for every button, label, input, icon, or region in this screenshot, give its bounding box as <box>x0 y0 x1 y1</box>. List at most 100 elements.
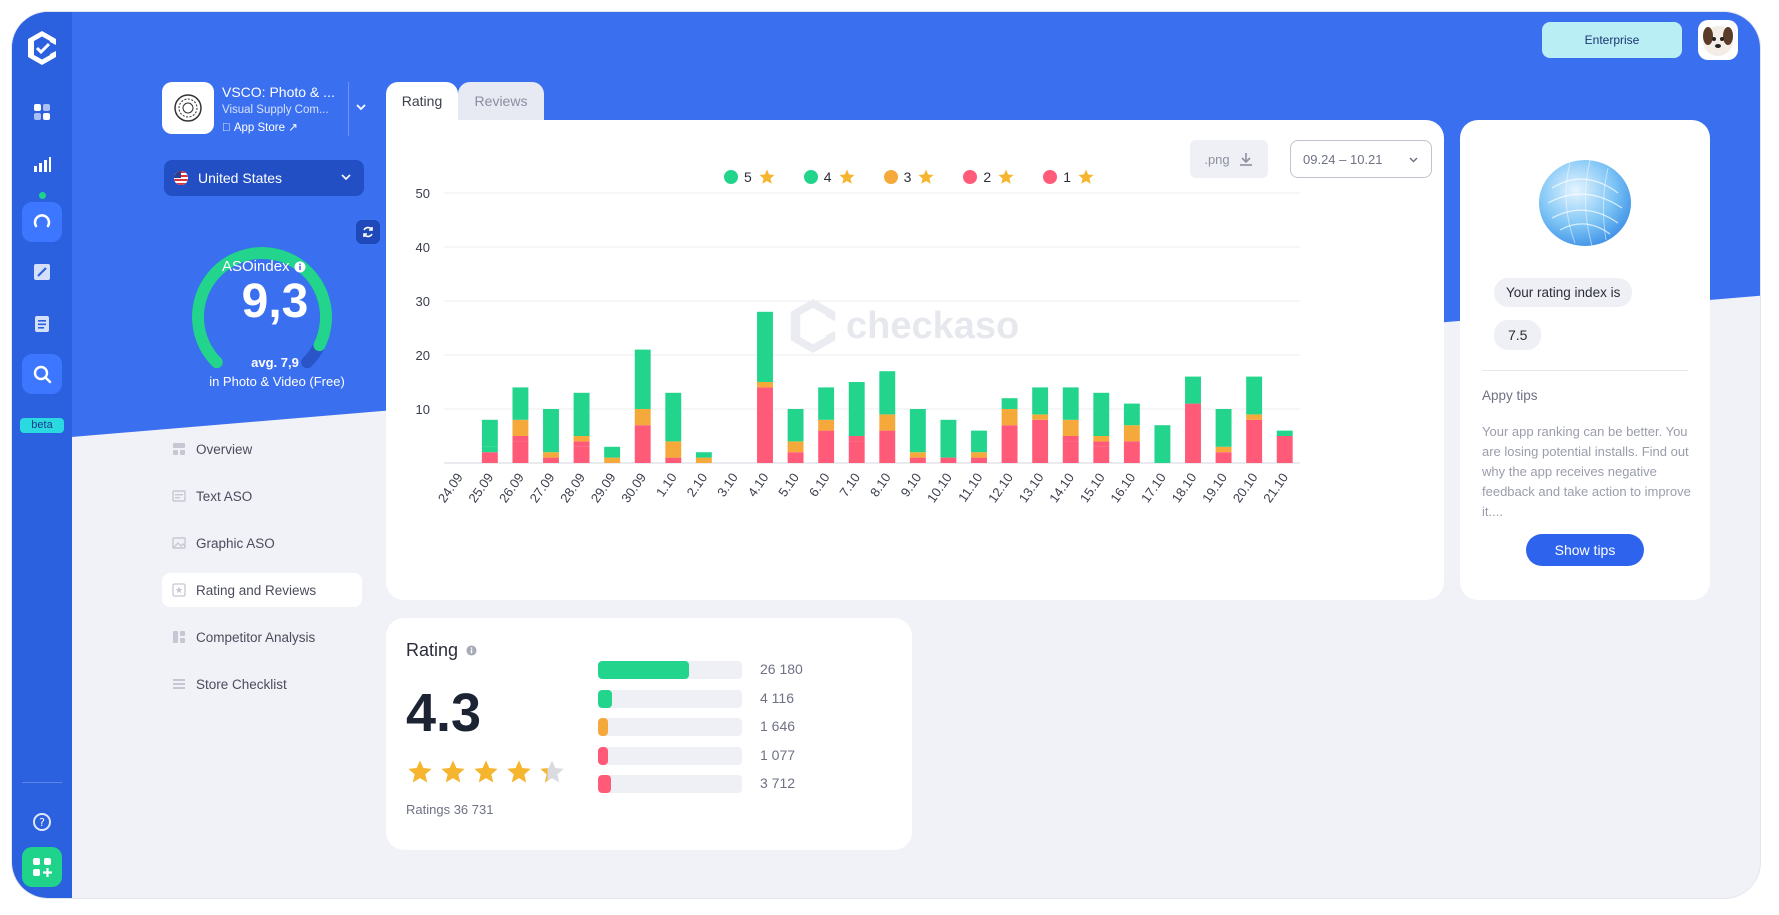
nav-item-graphic-aso[interactable]: Graphic ASO <box>162 526 362 560</box>
bar-segment-3-star[interactable] <box>1246 414 1263 420</box>
bar-segment-5-star[interactable] <box>1093 392 1110 436</box>
info-icon[interactable] <box>294 261 306 273</box>
bar-segment-5-star[interactable] <box>848 382 865 436</box>
date-range-select[interactable]: 09.24 – 10.21 <box>1290 140 1432 178</box>
nav-item-competitor-analysis[interactable]: Competitor Analysis <box>162 620 362 654</box>
bar-segment-5-star[interactable] <box>512 387 529 420</box>
bar-segment-1-star[interactable] <box>1093 446 1110 463</box>
bar-segment-5-star[interactable] <box>1001 398 1018 409</box>
bar-segment-1-star[interactable] <box>573 446 590 463</box>
bar-segment-1-star[interactable] <box>1062 441 1079 463</box>
bar-segment-3-star[interactable] <box>1032 414 1049 420</box>
legend-item-1-star[interactable]: 1 <box>1043 168 1095 186</box>
bar-segment-3-star[interactable] <box>512 419 529 436</box>
bar-segment-5-star[interactable] <box>1215 409 1232 447</box>
bar-segment-2-star[interactable] <box>573 441 590 447</box>
bar-segment-1-star[interactable] <box>909 457 926 463</box>
checkaso-logo-icon[interactable] <box>22 26 62 70</box>
bar-segment-2-star[interactable] <box>1062 436 1079 442</box>
bar-segment-1-star[interactable] <box>1032 419 1049 463</box>
bar-segment-5-star[interactable] <box>481 419 498 447</box>
nav-item-overview[interactable]: Overview <box>162 432 362 466</box>
bar-segment-3-star[interactable] <box>1123 425 1140 442</box>
bar-segment-4-star[interactable] <box>481 446 498 453</box>
bar-segment-1-star[interactable] <box>787 452 804 463</box>
bar-segment-3-star[interactable] <box>1001 409 1018 426</box>
apps-icon[interactable] <box>22 847 62 887</box>
bar-segment-1-star[interactable] <box>634 425 651 463</box>
bar-segment-3-star[interactable] <box>818 419 835 431</box>
dashboard-icon[interactable] <box>22 92 62 132</box>
bar-segment-1-star[interactable] <box>1276 436 1293 463</box>
bar-segment-3-star[interactable] <box>971 452 987 458</box>
bar-segment-1-star[interactable] <box>848 441 865 463</box>
nav-item-store-checklist[interactable]: Store Checklist <box>162 667 362 701</box>
bar-segment-3-star[interactable] <box>909 452 926 458</box>
bar-segment-5-star[interactable] <box>604 446 621 458</box>
bar-segment-5-star[interactable] <box>1032 387 1049 415</box>
aso-icon[interactable] <box>22 202 62 242</box>
bar-segment-3-star[interactable] <box>787 441 804 453</box>
bar-segment-1-star[interactable] <box>1246 419 1263 463</box>
chevron-down-icon[interactable] <box>354 100 368 114</box>
enterprise-plan-button[interactable]: Enterprise <box>1542 22 1682 58</box>
legend-item-5-star[interactable]: 5 <box>724 168 776 186</box>
app-store-link[interactable]:  App Store ↗ <box>222 120 298 134</box>
bar-segment-3-star[interactable] <box>695 457 712 463</box>
bar-segment-5-star[interactable] <box>1246 376 1263 415</box>
bar-segment-3-star[interactable] <box>1062 419 1079 436</box>
bar-segment-1-star[interactable] <box>879 430 896 463</box>
info-icon[interactable] <box>466 645 477 656</box>
bar-segment-1-star[interactable] <box>1215 452 1232 463</box>
nav-item-rating-and-reviews[interactable]: Rating and Reviews <box>162 573 362 607</box>
bar-segment-1-star[interactable] <box>971 457 987 463</box>
bar-segment-3-star[interactable] <box>1215 446 1232 453</box>
help-icon[interactable]: ? <box>22 802 62 842</box>
legend-item-4-star[interactable]: 4 <box>803 168 856 186</box>
bar-segment-5-star[interactable] <box>665 392 682 442</box>
bar-segment-1-star[interactable] <box>757 387 773 463</box>
bar-segment-5-star[interactable] <box>818 387 835 420</box>
bar-segment-3-star[interactable] <box>1093 436 1110 442</box>
analytics-icon[interactable] <box>22 144 62 184</box>
user-avatar[interactable] <box>1698 20 1738 60</box>
bar-segment-1-star[interactable] <box>1001 425 1018 463</box>
bar-segment-3-star[interactable] <box>879 414 896 431</box>
bar-segment-5-star[interactable] <box>543 409 559 453</box>
bar-segment-5-star[interactable] <box>787 409 804 442</box>
bar-segment-3-star[interactable] <box>573 436 590 442</box>
bar-segment-1-star[interactable] <box>1185 403 1201 463</box>
tab-reviews[interactable]: Reviews <box>458 82 544 120</box>
bar-segment-5-star[interactable] <box>971 430 987 453</box>
bar-segment-2-star[interactable] <box>848 436 865 442</box>
bar-segment-5-star[interactable] <box>879 371 896 415</box>
bar-segment-5-star[interactable] <box>909 409 926 453</box>
tab-rating[interactable]: Rating <box>386 82 458 120</box>
legend-item-3-star[interactable]: 3 <box>883 168 936 186</box>
bar-segment-1-star[interactable] <box>543 457 559 463</box>
bar-segment-3-star[interactable] <box>757 382 773 388</box>
bar-segment-3-star[interactable] <box>634 409 651 426</box>
export-png-button[interactable]: .png <box>1190 140 1268 178</box>
document-icon[interactable] <box>22 304 62 344</box>
bar-segment-5-star[interactable] <box>695 452 712 458</box>
search-icon[interactable] <box>22 354 62 394</box>
bar-segment-5-star[interactable] <box>1062 387 1079 420</box>
bar-segment-5-star[interactable] <box>940 419 957 458</box>
app-selector[interactable]: VSCO: Photo & ... Visual Supply Com... … <box>162 82 366 142</box>
bar-segment-3-star[interactable] <box>604 457 621 463</box>
bar-segment-2-star[interactable] <box>512 436 529 442</box>
refresh-button[interactable] <box>356 220 380 244</box>
show-tips-button[interactable]: Show tips <box>1526 534 1644 566</box>
bar-segment-5-star[interactable] <box>1185 376 1201 404</box>
country-select[interactable]: United States <box>164 160 364 196</box>
bar-segment-1-star[interactable] <box>818 430 835 463</box>
nav-item-text-aso[interactable]: Text ASO <box>162 479 362 513</box>
bar-segment-5-star[interactable] <box>1154 425 1171 463</box>
bar-segment-1-star[interactable] <box>512 441 529 463</box>
bar-segment-3-star[interactable] <box>543 452 559 458</box>
bar-segment-1-star[interactable] <box>481 452 498 463</box>
bar-segment-1-star[interactable] <box>1123 441 1140 463</box>
bar-segment-5-star[interactable] <box>573 392 590 436</box>
edit-icon[interactable] <box>22 252 62 292</box>
